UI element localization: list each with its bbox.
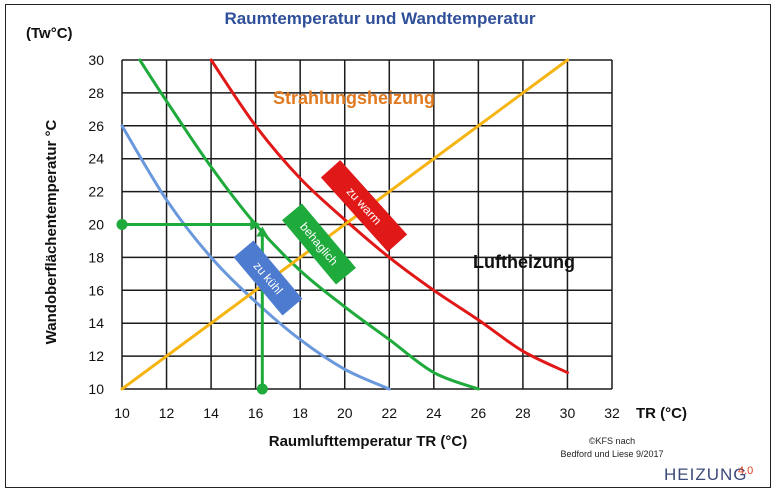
x-axis-label: Raumlufttemperatur TR (°C) <box>269 433 468 450</box>
marker-arrowhead-up <box>256 226 269 237</box>
x-tick-label: 26 <box>471 405 487 421</box>
x-tick-label: 12 <box>159 405 175 421</box>
credit-line-1: ©KFS nach <box>589 436 635 446</box>
x-tick-label: 20 <box>337 405 353 421</box>
series-line-1 <box>138 58 480 391</box>
y-tick-label: 22 <box>88 184 104 200</box>
y-tick-label: 20 <box>88 217 104 233</box>
y-tick-label: 30 <box>88 52 104 68</box>
curves <box>116 58 569 395</box>
marker-end-dot <box>256 383 268 395</box>
y-tick-label: 16 <box>88 282 104 298</box>
band-zu-kuehl: zu kühl <box>233 240 303 316</box>
chart-frame <box>5 4 771 488</box>
logo-text: HEIZUNG <box>664 465 748 484</box>
chart-title: Raumtemperatur und Wandtemperatur <box>224 9 535 28</box>
y-tick-label: 12 <box>88 348 104 364</box>
y-unit-label: (Tw°C) <box>26 25 73 42</box>
band-zu-warm-box <box>320 160 408 252</box>
y-tick-label: 26 <box>88 118 104 134</box>
band-zu-kuehl-box <box>233 240 303 316</box>
x-tick-label: 14 <box>203 405 219 421</box>
marker-arrowhead-right <box>250 218 261 231</box>
y-tick-label: 18 <box>88 249 104 265</box>
marker-start-dot <box>116 219 128 230</box>
y-tick-label: 10 <box>88 381 104 397</box>
annotation-strahlungsheizung: Strahlungsheizung <box>273 88 435 108</box>
logo-suffix: 4.0 <box>738 465 753 477</box>
x-tick-label: 16 <box>248 405 264 421</box>
x-axis-end-label: TR (°C) <box>636 405 687 422</box>
y-axis-label: Wandoberflächentemperatur °C <box>43 120 60 345</box>
x-tick-label: 28 <box>515 405 531 421</box>
series-line-0 <box>120 124 391 391</box>
y-tick-label: 28 <box>88 85 104 101</box>
series-line-2 <box>209 58 569 375</box>
x-tick-label: 30 <box>560 405 576 421</box>
x-tick-label: 24 <box>426 405 442 421</box>
credit-line-2: Bedford und Liese 9/2017 <box>560 449 663 459</box>
x-tick-label: 10 <box>114 405 130 421</box>
y-axis-ticks: 10 12 14 16 18 20 22 24 26 28 30 <box>88 52 104 397</box>
x-axis-ticks: 10 12 14 16 18 20 22 24 26 28 30 32 <box>114 405 620 421</box>
series-line-3 <box>120 58 569 391</box>
y-tick-label: 14 <box>88 315 104 331</box>
y-tick-label: 24 <box>88 151 104 167</box>
x-tick-label: 18 <box>292 405 308 421</box>
x-tick-label: 22 <box>381 405 397 421</box>
x-tick-label: 32 <box>604 405 620 421</box>
band-behaglich-box <box>282 203 356 285</box>
grid <box>121 59 613 390</box>
annotation-luftheizung: Luftheizung <box>473 252 575 272</box>
